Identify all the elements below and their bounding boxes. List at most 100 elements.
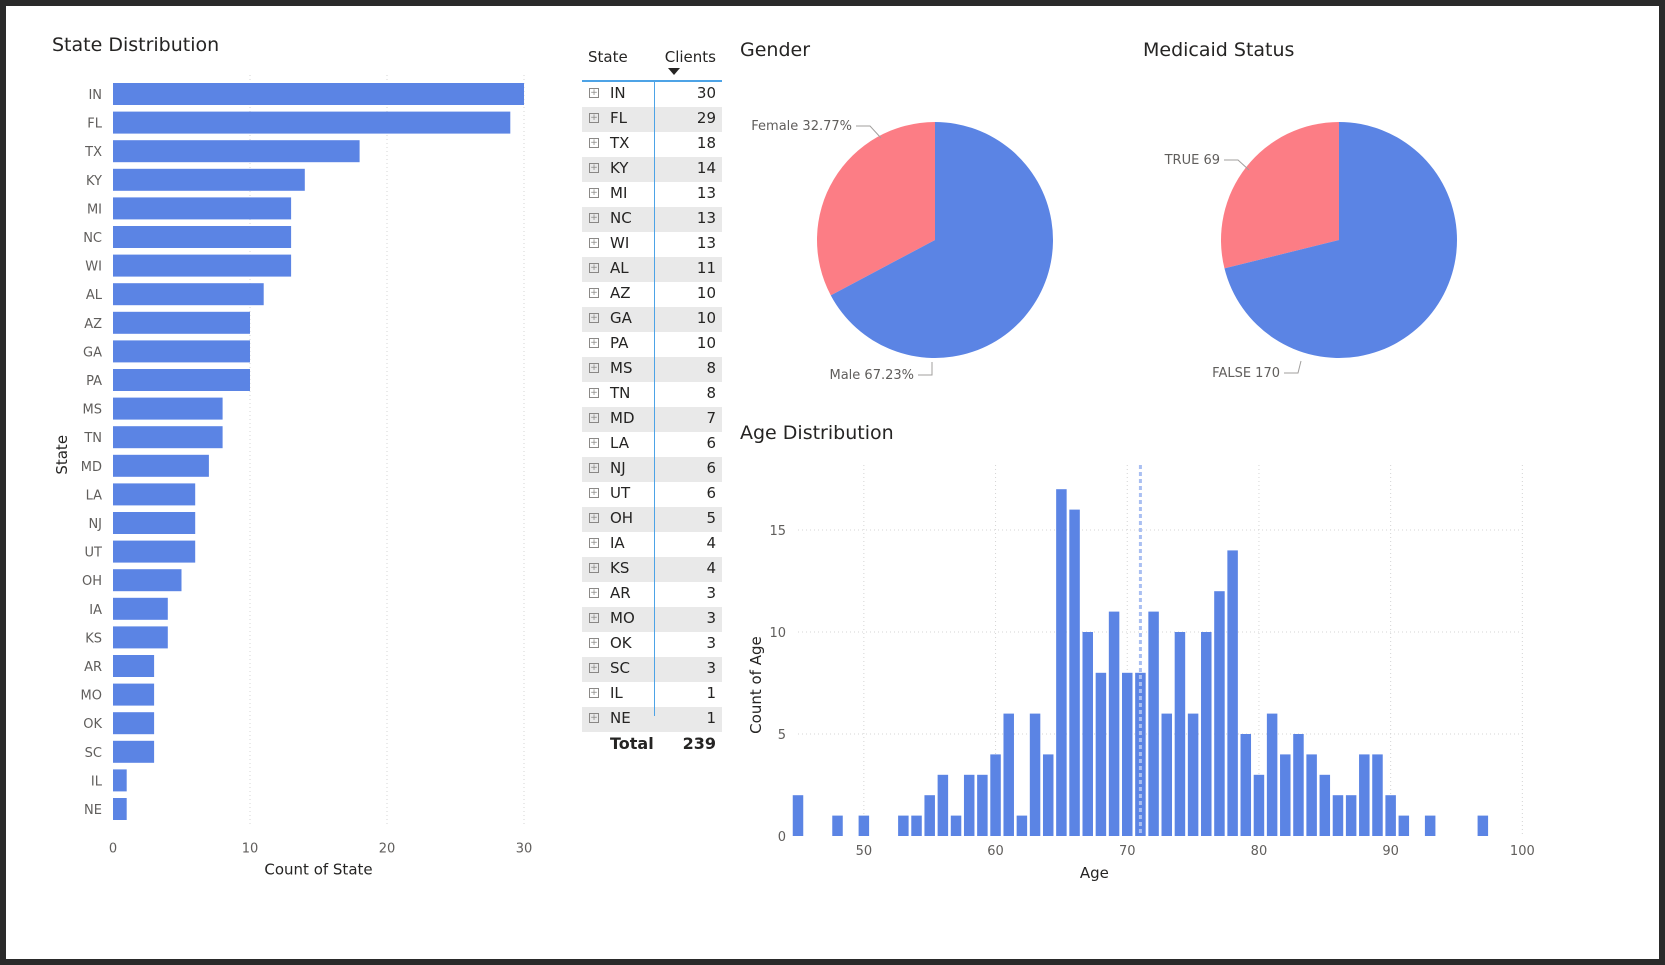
table-row[interactable]: + KY 14 — [582, 157, 722, 182]
table-row[interactable]: + WI 13 — [582, 232, 722, 257]
table-row[interactable]: + AZ 10 — [582, 282, 722, 307]
table-cell-state: LA — [610, 434, 629, 452]
table-cell-state: OH — [610, 509, 634, 527]
bar — [1042, 754, 1054, 836]
table-row[interactable]: + TX 18 — [582, 132, 722, 157]
bar — [963, 774, 975, 836]
sort-descending-icon[interactable] — [668, 68, 680, 76]
y-tick-label: NC — [83, 231, 102, 246]
bar — [113, 597, 168, 620]
bar — [898, 815, 909, 836]
table-row[interactable]: + LA 6 — [582, 432, 722, 457]
expand-row-icon[interactable]: + — [589, 263, 599, 273]
table-row[interactable]: + AR 3 — [582, 582, 722, 607]
bar — [937, 774, 949, 836]
bar — [113, 712, 155, 735]
table-row[interactable]: + NC 13 — [582, 207, 722, 232]
expand-row-icon[interactable]: + — [589, 438, 599, 448]
table-cell-clients: 4 — [706, 534, 716, 552]
y-tick-label: TX — [84, 145, 102, 160]
table-row[interactable]: + NE 1 — [582, 707, 722, 732]
expand-row-icon[interactable]: + — [589, 713, 599, 723]
bar — [113, 512, 196, 534]
x-tick-label: 10 — [242, 842, 259, 857]
table-row[interactable]: + AL 11 — [582, 257, 722, 282]
leader-line — [1224, 159, 1250, 171]
expand-row-icon[interactable]: + — [589, 513, 599, 523]
table-row[interactable]: + OH 5 — [582, 507, 722, 532]
expand-row-icon[interactable]: + — [589, 688, 599, 698]
bar — [1306, 754, 1317, 836]
expand-row-icon[interactable]: + — [589, 288, 599, 298]
bar — [1187, 713, 1199, 836]
table-row[interactable]: + MS 8 — [582, 357, 722, 382]
expand-row-icon[interactable]: + — [589, 538, 599, 548]
expand-row-icon[interactable]: + — [589, 488, 599, 498]
bar — [1372, 754, 1383, 836]
expand-row-icon[interactable]: + — [589, 138, 599, 148]
table-row[interactable]: + MO 3 — [582, 607, 722, 632]
bar — [113, 655, 155, 677]
table-cell-state: IN — [610, 84, 626, 102]
table-cell-clients: 18 — [696, 134, 716, 152]
age-chart-title: Age Distribution — [740, 422, 894, 444]
y-tick-label: MO — [81, 689, 102, 704]
table-col-state[interactable]: State — [588, 48, 628, 66]
bar — [1095, 672, 1107, 836]
table-row[interactable]: + IL 1 — [582, 682, 722, 707]
table-row[interactable]: + IA 4 — [582, 532, 722, 557]
expand-row-icon[interactable]: + — [589, 338, 599, 348]
expand-row-icon[interactable]: + — [589, 188, 599, 198]
bar — [113, 168, 305, 191]
expand-row-icon[interactable]: + — [589, 563, 599, 573]
table-row[interactable]: + OK 3 — [582, 632, 722, 657]
bar — [1293, 734, 1304, 836]
table-cell-state: AZ — [610, 284, 631, 302]
bar — [832, 815, 843, 836]
state-chart-title: State Distribution — [52, 34, 220, 56]
table-row[interactable]: + SC 3 — [582, 657, 722, 682]
table-row[interactable]: + MI 13 — [582, 182, 722, 207]
table-col-clients[interactable]: Clients — [664, 48, 716, 66]
gender-pie-chart: Female 32.77% Male 67.23% — [751, 119, 1053, 383]
y-tick-label: IA — [89, 603, 102, 618]
bar — [1319, 774, 1331, 836]
table-row[interactable]: + GA 10 — [582, 307, 722, 332]
expand-row-icon[interactable]: + — [589, 88, 599, 98]
table-row[interactable]: + UT 6 — [582, 482, 722, 507]
y-tick-label: 15 — [769, 524, 786, 539]
slice-label: FALSE 170 — [1212, 366, 1280, 381]
expand-row-icon[interactable]: + — [589, 238, 599, 248]
table-row[interactable]: + FL 29 — [582, 107, 722, 132]
bar — [113, 83, 524, 105]
expand-row-icon[interactable]: + — [589, 463, 599, 473]
expand-row-icon[interactable]: + — [589, 388, 599, 398]
expand-row-icon[interactable]: + — [589, 663, 599, 673]
expand-row-icon[interactable]: + — [589, 213, 599, 223]
expand-row-icon[interactable]: + — [589, 363, 599, 373]
pie-slice — [1224, 122, 1457, 358]
bar — [113, 369, 250, 391]
expand-row-icon[interactable]: + — [589, 638, 599, 648]
leader-line — [856, 125, 882, 139]
bar — [911, 815, 922, 836]
expand-row-icon[interactable]: + — [589, 163, 599, 173]
expand-row-icon[interactable]: + — [589, 413, 599, 423]
y-tick-label: AR — [84, 660, 102, 675]
expand-row-icon[interactable]: + — [589, 613, 599, 623]
bar — [113, 226, 292, 248]
bar — [1253, 774, 1265, 836]
expand-row-icon[interactable]: + — [589, 113, 599, 123]
expand-row-icon[interactable]: + — [589, 588, 599, 598]
bar — [113, 740, 155, 763]
expand-row-icon[interactable]: + — [589, 313, 599, 323]
table-row[interactable]: + NJ 6 — [582, 457, 722, 482]
table-row[interactable]: + IN 30 — [582, 82, 722, 107]
table-row[interactable]: + PA 10 — [582, 332, 722, 357]
x-tick-label: 30 — [516, 842, 533, 857]
table-row[interactable]: + TN 8 — [582, 382, 722, 407]
table-cell-state: NE — [610, 709, 631, 727]
bar — [1056, 489, 1067, 836]
table-row[interactable]: + MD 7 — [582, 407, 722, 432]
table-row[interactable]: + KS 4 — [582, 557, 722, 582]
